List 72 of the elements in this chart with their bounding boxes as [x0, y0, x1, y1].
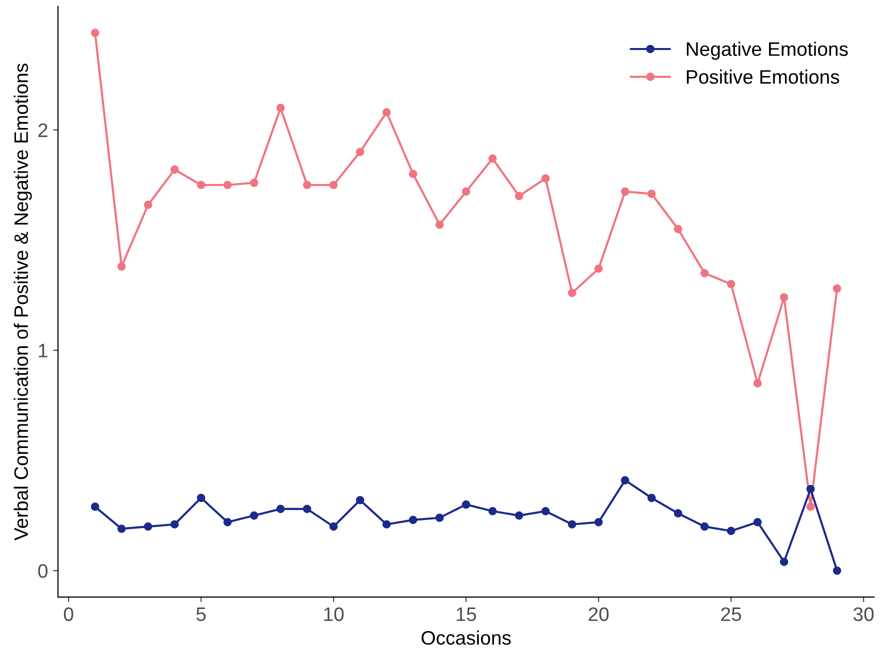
- point: [302, 180, 312, 190]
- point: [832, 284, 842, 293]
- point: [541, 174, 550, 183]
- point: [356, 496, 364, 504]
- point: [329, 522, 338, 531]
- point: [620, 187, 630, 196]
- point: [620, 476, 630, 484]
- y-tick-label: 2: [38, 123, 48, 137]
- point: [700, 522, 709, 531]
- legend-label: Negative Emotions: [686, 42, 848, 60]
- x-tick-label: 20: [588, 607, 609, 622]
- point: [170, 165, 179, 174]
- point: [144, 522, 152, 531]
- point: [408, 516, 418, 524]
- legend-label: Positive Emotions: [686, 70, 840, 84]
- y-tick-label: 1: [38, 344, 48, 358]
- point: [647, 190, 656, 198]
- point: [435, 514, 444, 522]
- point: [726, 526, 736, 536]
- point: [117, 262, 126, 271]
- point: [382, 520, 391, 529]
- point: [780, 293, 788, 302]
- point: [541, 506, 550, 516]
- point: [462, 187, 470, 196]
- point: [382, 108, 391, 116]
- x-tick-label: 30: [853, 607, 874, 622]
- point: [488, 506, 497, 516]
- point: [674, 224, 682, 234]
- point: [408, 170, 418, 178]
- point: [806, 502, 815, 511]
- point: [568, 520, 576, 529]
- point: [144, 200, 152, 209]
- x-tick-label: 0: [64, 607, 74, 622]
- point: [250, 511, 258, 520]
- point: [514, 192, 524, 200]
- x-tick-label: 5: [196, 608, 206, 622]
- point: [196, 180, 206, 190]
- point: [806, 484, 815, 494]
- point: [780, 558, 788, 566]
- point: [276, 504, 285, 514]
- point: [223, 518, 232, 526]
- point: [594, 518, 603, 526]
- point: [250, 178, 258, 187]
- point: [90, 28, 100, 38]
- x-tick-label: 25: [721, 607, 742, 622]
- point: [90, 502, 100, 511]
- point: [302, 504, 312, 514]
- point: [196, 494, 206, 502]
- point: [435, 220, 444, 229]
- point: [753, 518, 762, 526]
- point: [117, 524, 126, 533]
- point: [488, 154, 497, 163]
- point: [594, 264, 603, 273]
- x-axis-title: Occasions: [422, 630, 511, 645]
- point: [514, 511, 524, 520]
- point: [832, 566, 842, 575]
- point: [356, 148, 364, 156]
- point: [223, 180, 232, 190]
- point: [753, 379, 762, 388]
- point: [462, 500, 470, 509]
- y-axis-title: Verbal Communication of Positive & Negative Emotions: [14, 64, 32, 541]
- x-tick-label: 15: [456, 608, 476, 622]
- point: [568, 288, 576, 298]
- point: [276, 104, 285, 112]
- point: [726, 280, 736, 288]
- point: [329, 180, 338, 190]
- point: [674, 509, 682, 518]
- point: [647, 494, 656, 502]
- point: [170, 520, 179, 529]
- y-tick-label: 0: [38, 564, 48, 578]
- point: [700, 268, 709, 278]
- x-tick-label: 10: [324, 607, 344, 622]
